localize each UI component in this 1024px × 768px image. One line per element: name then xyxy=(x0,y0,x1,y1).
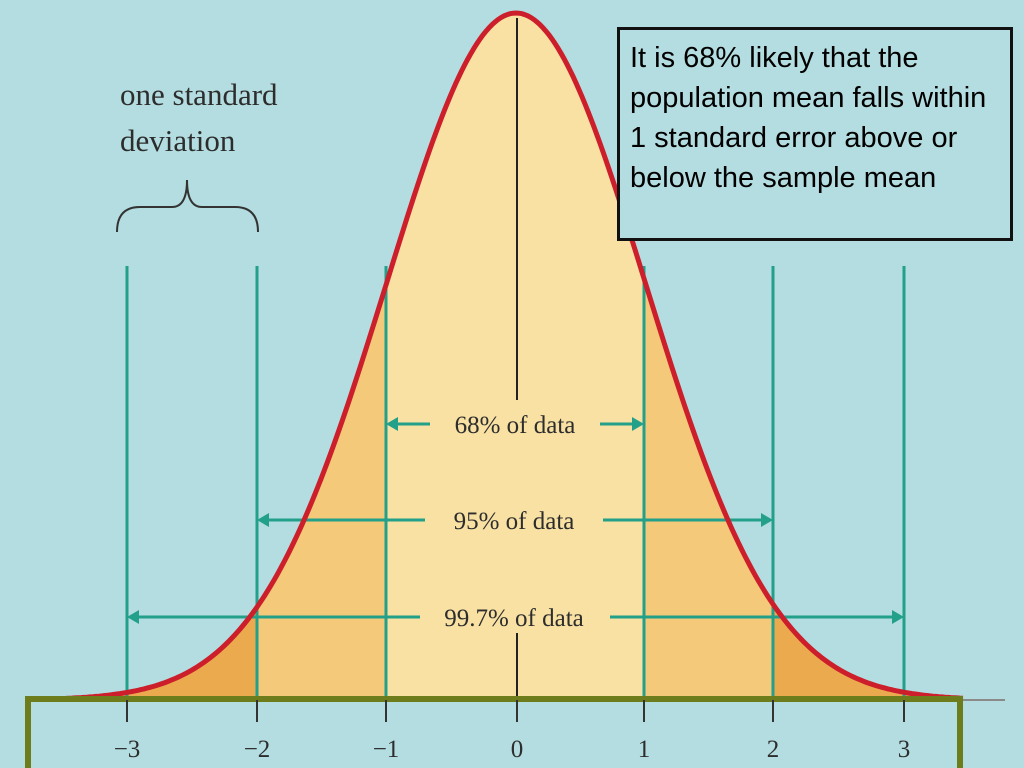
std-dev-label-line1: one standard xyxy=(120,77,278,112)
range-label-backdrop xyxy=(449,507,579,536)
x-axis: −3 −2 −1 0 1 2 3 xyxy=(25,696,1005,768)
std-dev-label-line2: deviation xyxy=(120,123,236,158)
bell-curve xyxy=(59,10,964,702)
callout-text: It is 68% likely that the population mea… xyxy=(630,42,987,194)
sd-guide-lines xyxy=(125,266,906,700)
range-label-99-7: 99.7% of data xyxy=(444,605,584,632)
range-99-7: 99.7% of data xyxy=(127,604,904,633)
std-dev-annotation: one standard deviation xyxy=(116,77,278,233)
tick-label-minus2: −2 xyxy=(244,736,271,763)
brace-icon xyxy=(116,179,259,233)
callout-box: It is 68% likely that the population mea… xyxy=(617,27,1013,241)
region-inner xyxy=(386,13,644,700)
tick-label-3: 3 xyxy=(898,736,911,763)
range-label-95: 95% of data xyxy=(454,508,575,535)
range-95: 95% of data xyxy=(257,507,773,536)
range-label-backdrop xyxy=(440,604,588,633)
tick-label-minus1: −1 xyxy=(373,736,400,763)
tick-label-minus3: −3 xyxy=(114,736,141,763)
range-label-68: 68% of data xyxy=(455,412,576,439)
tick-label-1: 1 xyxy=(638,736,651,763)
tick-label-0: 0 xyxy=(511,736,524,763)
range-label-backdrop xyxy=(450,411,580,440)
tick-label-2: 2 xyxy=(767,736,780,763)
range-68: 68% of data xyxy=(386,411,644,440)
